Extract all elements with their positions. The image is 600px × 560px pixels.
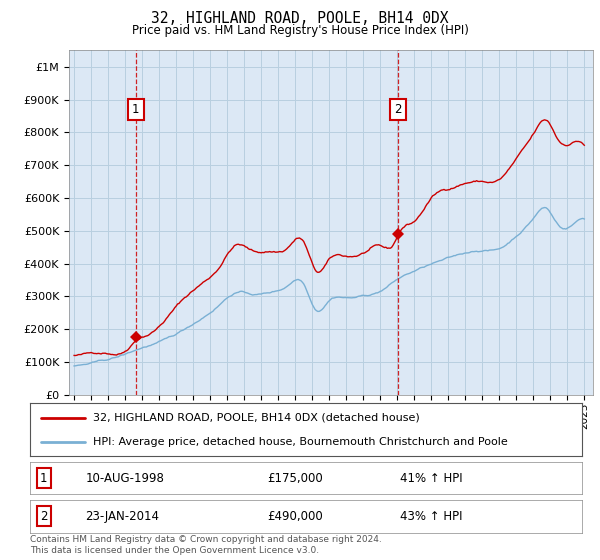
Text: 32, HIGHLAND ROAD, POOLE, BH14 0DX (detached house): 32, HIGHLAND ROAD, POOLE, BH14 0DX (deta…	[94, 413, 420, 423]
Text: 2: 2	[394, 103, 402, 116]
Text: Contains HM Land Registry data © Crown copyright and database right 2024.
This d: Contains HM Land Registry data © Crown c…	[30, 535, 382, 555]
Text: 1: 1	[132, 103, 139, 116]
Text: £175,000: £175,000	[268, 472, 323, 485]
Text: 23-JAN-2014: 23-JAN-2014	[85, 510, 159, 523]
Text: 2: 2	[40, 510, 47, 523]
Text: 43% ↑ HPI: 43% ↑ HPI	[400, 510, 463, 523]
Text: 41% ↑ HPI: 41% ↑ HPI	[400, 472, 463, 485]
Text: Price paid vs. HM Land Registry's House Price Index (HPI): Price paid vs. HM Land Registry's House …	[131, 24, 469, 36]
Text: HPI: Average price, detached house, Bournemouth Christchurch and Poole: HPI: Average price, detached house, Bour…	[94, 437, 508, 447]
Text: 1: 1	[40, 472, 47, 485]
Text: 32, HIGHLAND ROAD, POOLE, BH14 0DX: 32, HIGHLAND ROAD, POOLE, BH14 0DX	[151, 11, 449, 26]
Text: £490,000: £490,000	[268, 510, 323, 523]
Text: 10-AUG-1998: 10-AUG-1998	[85, 472, 164, 485]
